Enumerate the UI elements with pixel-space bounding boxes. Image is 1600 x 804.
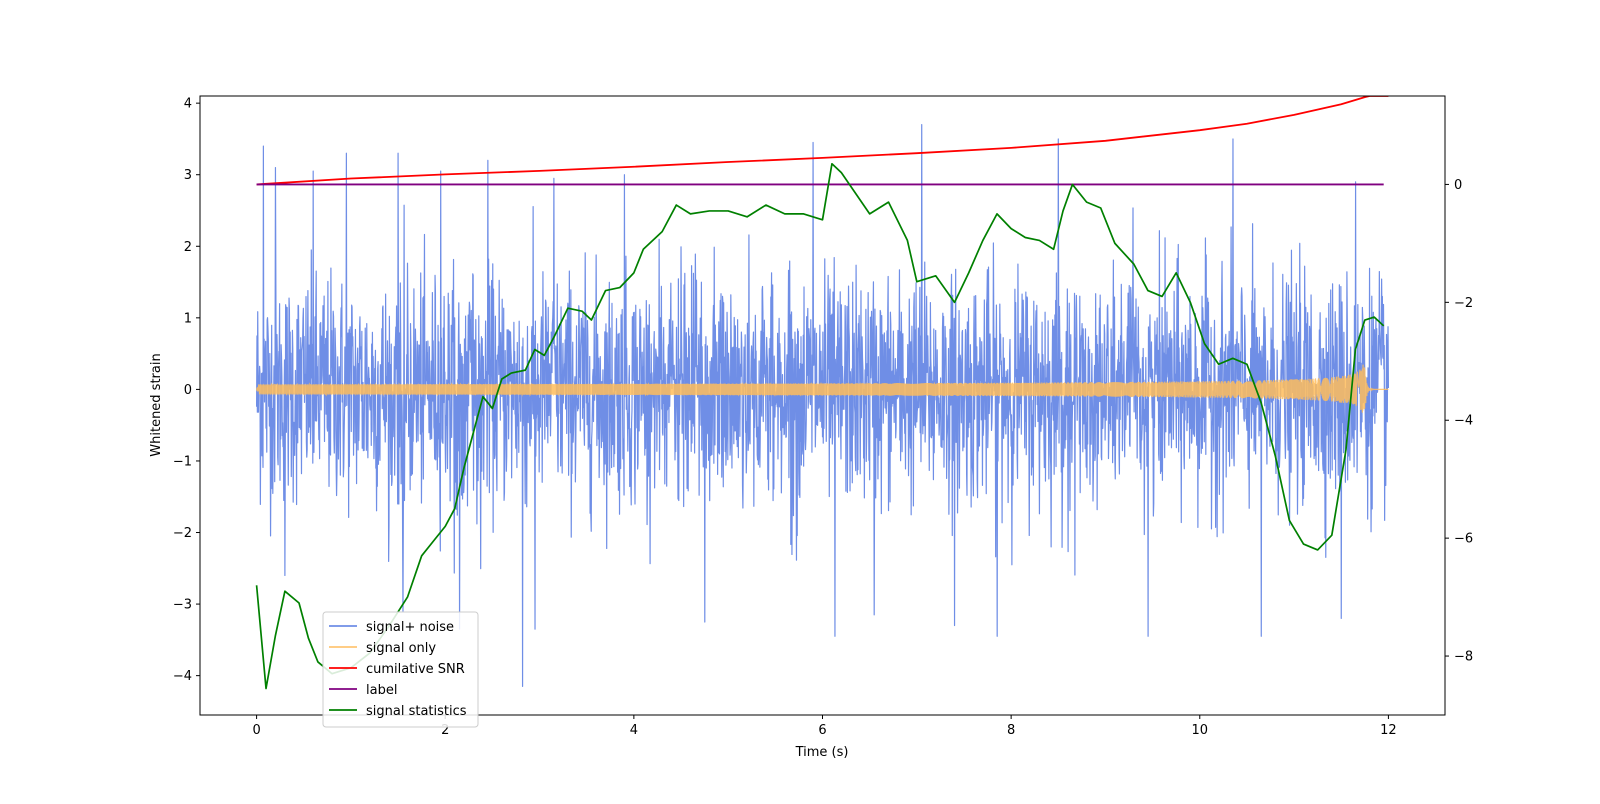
y-right-tick-label: −2 [1454, 296, 1473, 311]
x-axis-label: Time (s) [795, 745, 849, 760]
series-signal-noise [255, 124, 1390, 687]
x-tick-label: 8 [1007, 723, 1015, 738]
x-tick-label: 6 [818, 723, 826, 738]
y-tick-label: 4 [184, 97, 192, 112]
legend-entry-label: signal statistics [366, 704, 467, 719]
series-signal-statistics [255, 162, 1385, 690]
y-right-tick-label: −6 [1454, 532, 1473, 547]
y-tick-label: 3 [184, 168, 192, 183]
y-tick-label: 1 [184, 311, 192, 326]
y-tick-label: 2 [184, 240, 192, 255]
y-tick-label: −3 [173, 598, 192, 613]
legend-entry-label: label [366, 683, 397, 698]
x-tick-label: 0 [252, 723, 260, 738]
plot-area [255, 96, 1390, 690]
legend-entry-label: signal only [366, 641, 436, 656]
y-axis-label: Whitened strain [149, 353, 164, 456]
y-right-tick-label: −8 [1454, 650, 1473, 665]
y-right-tick-label: 0 [1454, 178, 1462, 193]
legend-box [322, 611, 479, 728]
y-tick-label: −2 [173, 526, 192, 541]
y-right-tick-label: −4 [1454, 414, 1473, 429]
legend: signal+ noise signal only cumilative SNR la… [322, 611, 479, 728]
series-cumulative-snr [256, 96, 1389, 186]
x-tick-label: 2 [441, 723, 449, 738]
y-tick-label: 0 [184, 383, 192, 398]
y-tick-label: −4 [173, 669, 192, 684]
x-tick-label: 10 [1191, 723, 1208, 738]
legend-entry-label: cumilative SNR [366, 662, 465, 677]
x-tick-label: 12 [1380, 723, 1397, 738]
series-signal-only [256, 364, 1389, 413]
legend-entry-label: signal+ noise [366, 620, 454, 635]
y-tick-label: −1 [173, 454, 192, 469]
x-tick-label: 4 [630, 723, 638, 738]
